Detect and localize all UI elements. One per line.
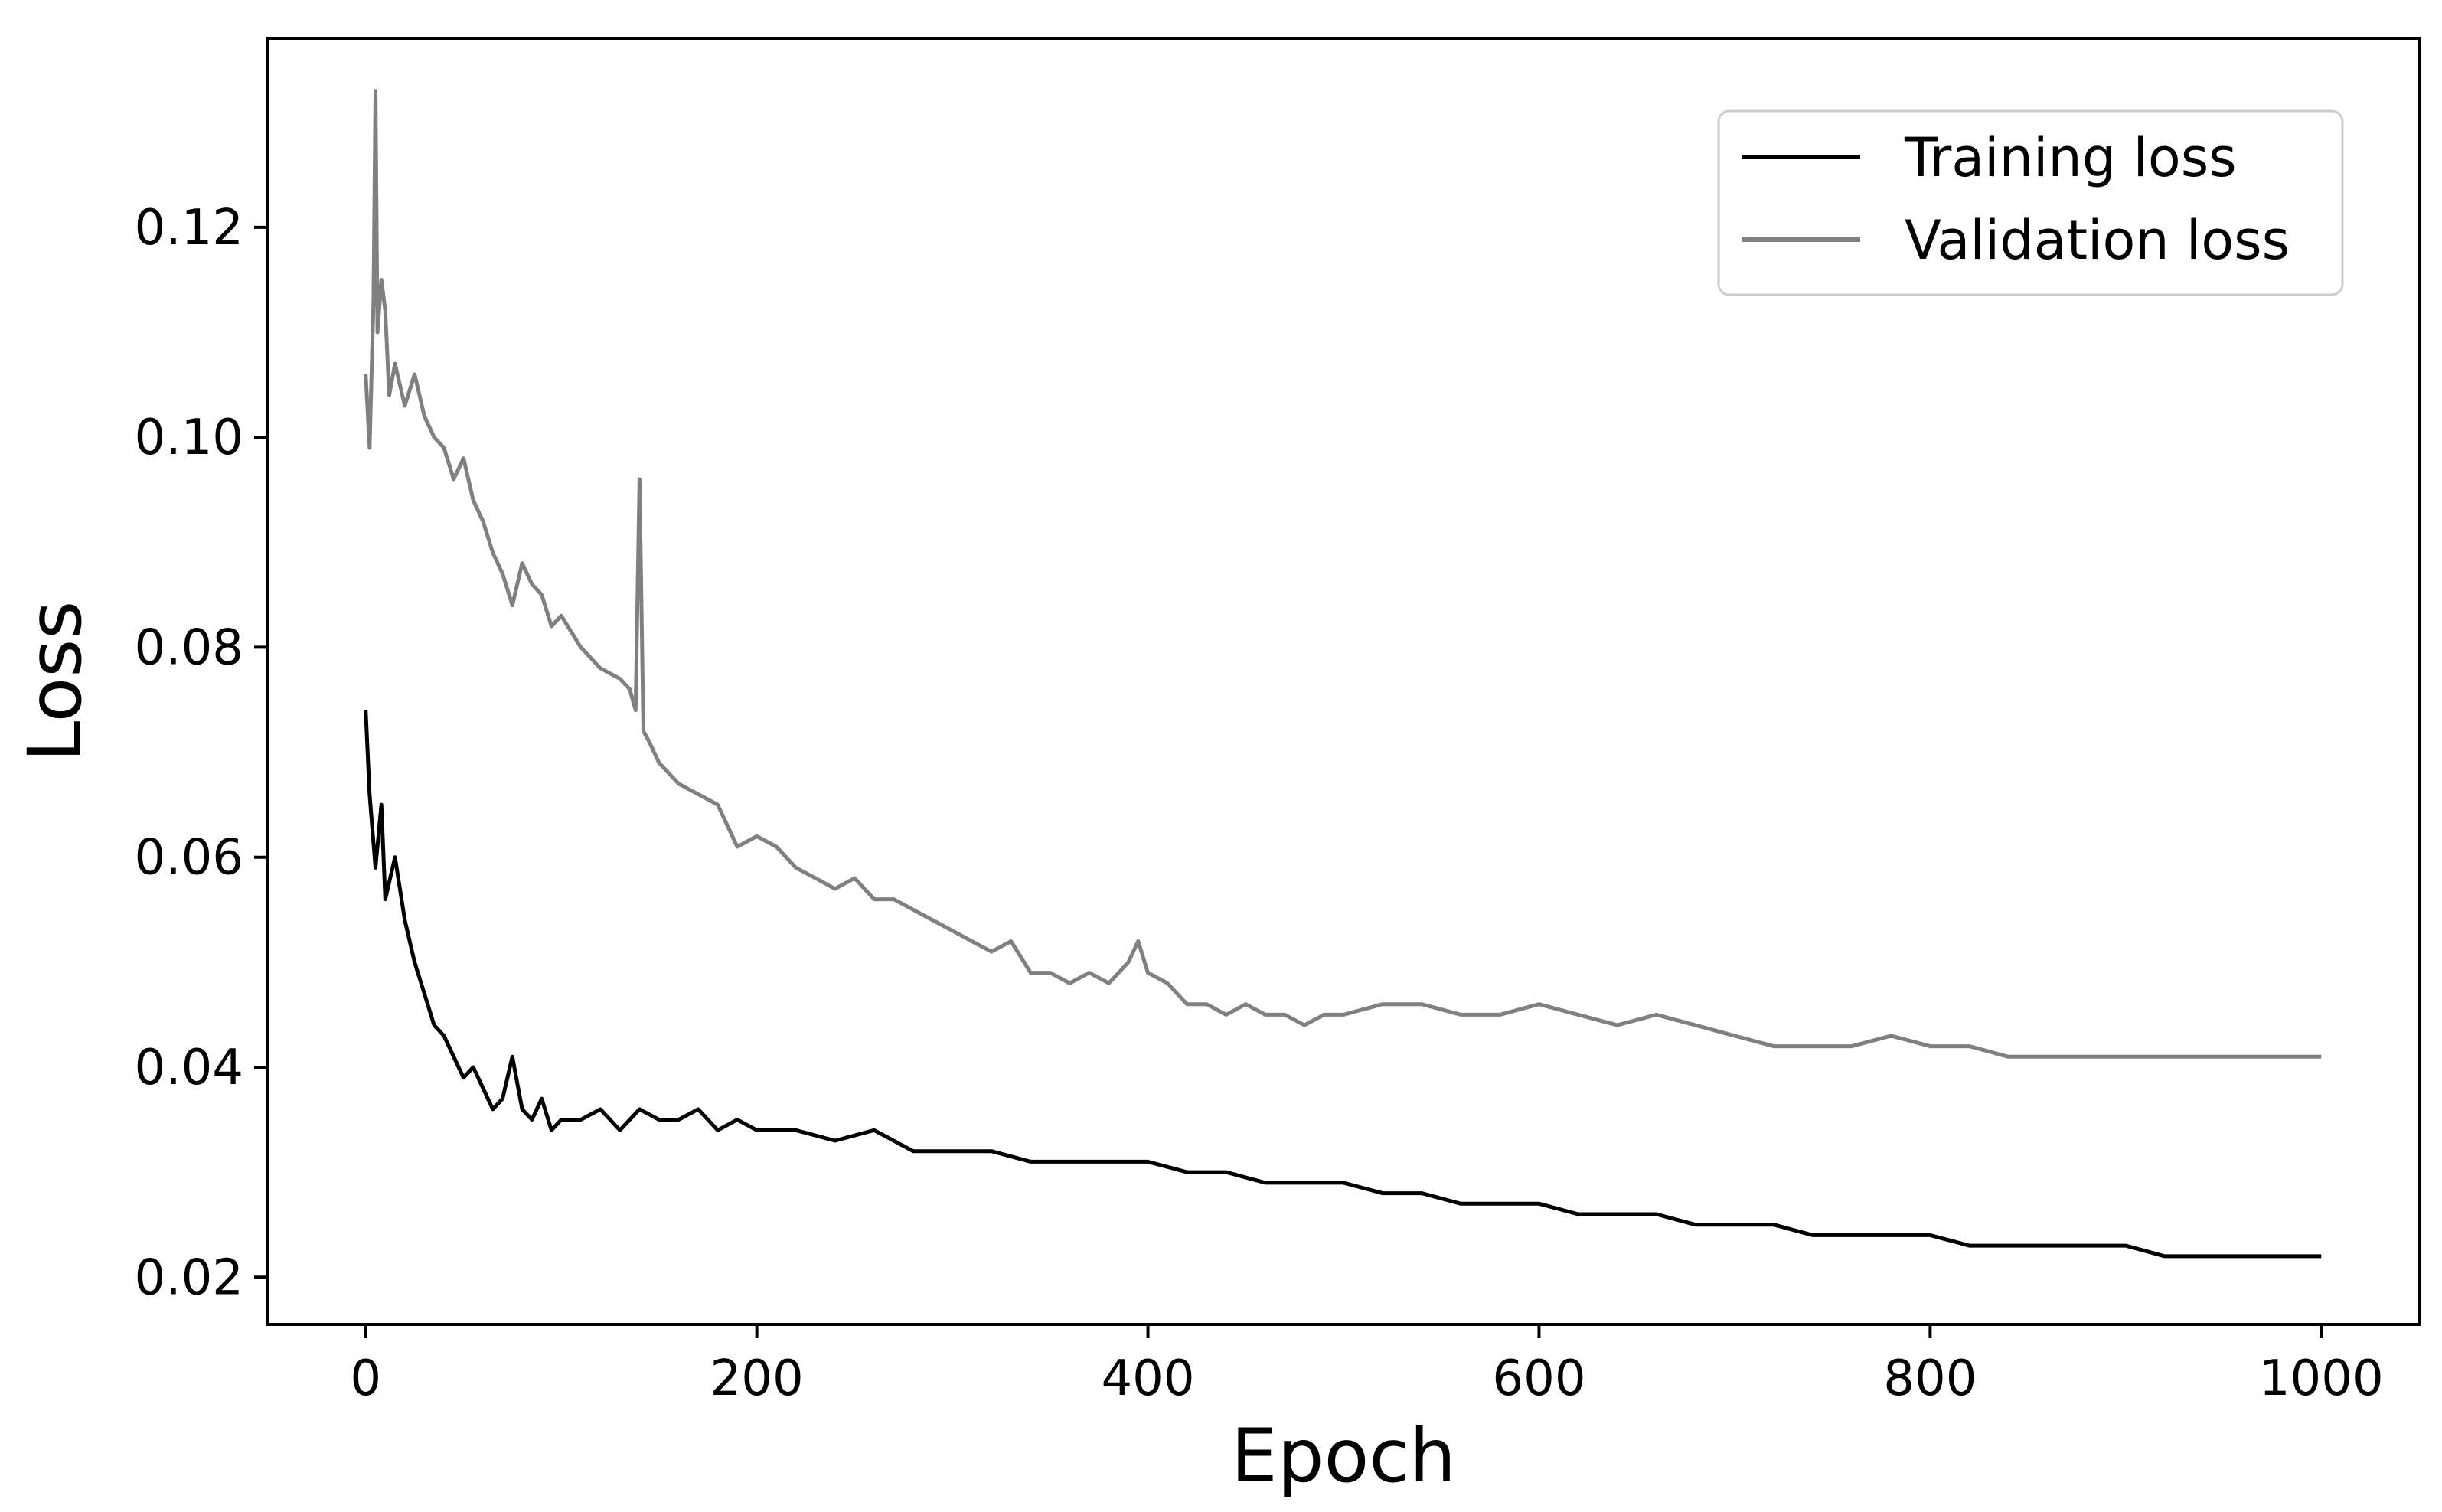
x-tick-label: 1000 [2259,1350,2384,1407]
legend: Training loss Validation loss [1717,109,2344,296]
series-line-validation-loss [364,89,2322,1059]
y-tick-label: 0.06 [135,830,244,887]
y-axis-title: Loss [12,601,98,763]
x-tick-label: 0 [350,1350,381,1407]
legend-box [1717,109,2344,296]
y-tick-label: 0.08 [135,619,244,676]
y-tick-label: 0.10 [135,410,244,466]
legend-label-validation: Validation loss [1905,209,2290,272]
x-tick-label: 400 [1101,1350,1194,1407]
series-line-training-loss [364,710,2322,1259]
x-tick-label: 600 [1492,1350,1585,1407]
x-tick-label: 200 [710,1350,804,1407]
x-axis-title: Epoch [1231,1413,1456,1499]
y-tick-label: 0.02 [135,1249,244,1306]
axes-layer: 0 200 400 600 800 1000 0.02 0.04 0.06 0.08 0.10 0.1… [135,200,2384,1407]
y-tick-label: 0.12 [135,200,244,256]
x-tick-label: 800 [1883,1350,1977,1407]
y-tick-label: 0.04 [135,1040,244,1096]
series-layer [364,89,2322,1259]
legend-label-training: Training loss [1904,126,2237,189]
